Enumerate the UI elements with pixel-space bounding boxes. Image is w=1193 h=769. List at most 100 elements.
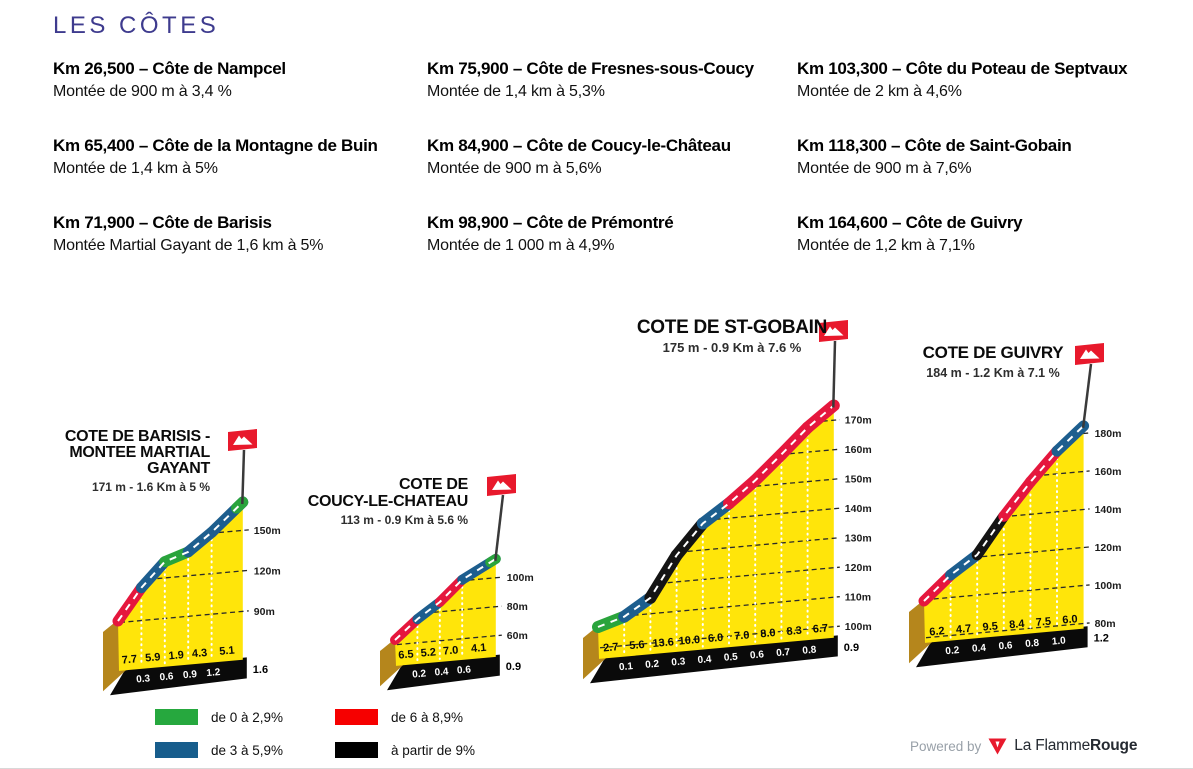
climb-list-item: Km 118,300 – Côte de Saint-Gobain Montée … [797, 135, 1169, 179]
elevation-label: 100m [507, 572, 534, 584]
gradient-label: 2.7 [603, 641, 619, 654]
climb-list-item: Km 26,500 – Côte de Nampcel Montée de 900… [53, 58, 425, 102]
distance-label: 0.4 [697, 654, 712, 666]
page-title: LES CÔTES [53, 12, 220, 39]
distance-label: 0.2 [412, 668, 427, 680]
road-segment-black [670, 517, 709, 562]
distance-label: 1.0 [1051, 635, 1066, 647]
distance-label: 0.6 [457, 664, 472, 676]
elevation-label: 180m [1095, 428, 1122, 440]
distance-label: 0.4 [972, 643, 987, 655]
summit-flag-pole [1081, 363, 1093, 429]
climb-title: GAYANT [147, 460, 210, 477]
gradient-label: 4.3 [191, 647, 207, 660]
distance-label: 0.9 [183, 669, 198, 681]
climb-subtitle: 171 m - 1.6 Km à 5 % [92, 480, 210, 494]
distance-label: 0.8 [802, 645, 817, 657]
distance-label: 0.3 [136, 673, 151, 685]
climb-detail: Montée de 1 000 m à 4,9% [427, 237, 615, 254]
legend-swatch [155, 742, 198, 758]
gradient-label: 7.5 [1035, 616, 1051, 629]
gradient-label: 7.0 [734, 629, 750, 642]
legend-label: de 0 à 2,9% [211, 709, 284, 725]
legend-item: de 6 à 8,9% [335, 709, 463, 725]
gradient-label: 4.1 [471, 642, 487, 655]
climb-title: COTE DE ST-GOBAIN [637, 317, 827, 338]
elevation-label: 140m [1095, 504, 1122, 516]
elevation-label: 150m [254, 525, 281, 537]
climb-list-column: Km 26,500 – Côte de Nampcel Montée de 900… [53, 58, 425, 289]
gradient-label: 1.9 [168, 649, 184, 662]
climb-profile-coucy-le-chateau: 60m 80m 100m 6.5 5.2 7.0 4.1 0.2 0.4 0.6 0.9 COTE D… [308, 474, 534, 691]
total-distance-label: 1.6 [253, 664, 268, 676]
climb-list-item: Km 84,900 – Côte de Coucy-le-Château Mont… [427, 135, 799, 179]
elevation-label: 130m [845, 533, 872, 545]
climb-list-item: Km 75,900 – Côte de Fresnes-sous-Coucy Mo… [427, 58, 799, 102]
climb-detail: Montée de 900 m à 3,4 % [53, 83, 232, 100]
gradient-label: 8.3 [786, 625, 802, 638]
climb-km-name: Km 118,300 – Côte de Saint-Gobain [797, 136, 1072, 155]
climb-km-name: Km 71,900 – Côte de Barisis [53, 213, 272, 232]
climb-subtitle: 175 m - 0.9 Km à 7.6 % [663, 340, 802, 355]
summit-flag-pole [832, 340, 837, 408]
gradient-label: 7.7 [121, 653, 137, 666]
elevation-label: 110m [845, 592, 871, 604]
distance-band [916, 626, 1088, 668]
climb-profile-barisis: 90m 120m 150m 7.7 5.9 1.9 4.3 5.1 0.3 0.6 0.9 1.2 1.… [65, 428, 281, 696]
footer: Powered by La FlammeRouge [910, 737, 1137, 755]
elevation-gridline [1035, 470, 1090, 477]
gradient-label: 5.2 [420, 646, 436, 659]
distance-label: 0.3 [671, 656, 686, 668]
distance-label: 0.7 [776, 647, 791, 659]
climb-title: COTE DE GUIVRY [923, 343, 1065, 362]
elevation-gridline [707, 507, 840, 521]
road-centerline [117, 501, 244, 622]
gradient-label: 6.0 [1062, 613, 1078, 626]
mountain-icon [824, 326, 844, 336]
elevation-gridline [679, 537, 840, 553]
gradient-label: 6.2 [929, 625, 945, 638]
mountain-icon [233, 435, 253, 445]
climb-detail: Montée Martial Gayant de 1,6 km à 5% [53, 237, 324, 254]
gradient-label: 9.5 [982, 620, 998, 633]
gradient-label: 5.1 [219, 645, 235, 658]
total-distance-label: 0.9 [506, 661, 521, 673]
climb-list-item: Km 65,400 – Côte de la Montagne de Buin M… [53, 135, 425, 179]
gradient-label: 6.5 [398, 648, 414, 661]
legend-label: de 6 à 8,9% [391, 709, 464, 725]
climb-list-item: Km 71,900 – Côte de Barisis Montée Martia… [53, 212, 425, 256]
elevation-gridline [461, 576, 502, 582]
profile-area [395, 558, 496, 666]
distance-label: 0.5 [723, 652, 738, 664]
climb-subtitle: 113 m - 0.9 Km à 5.6 % [341, 513, 469, 527]
climb-title: COTE DE BARISIS - [65, 428, 210, 445]
elevation-label: 100m [845, 621, 872, 633]
climb-list-column: Km 75,900 – Côte de Fresnes-sous-Coucy Mo… [427, 58, 799, 289]
total-distance-label: 0.9 [844, 642, 859, 654]
distance-label: 0.2 [945, 645, 960, 657]
legend-swatch [335, 742, 378, 758]
elevation-label: 80m [507, 601, 528, 613]
gradient-label: 8.0 [760, 627, 776, 640]
elevation-label: 60m [507, 630, 528, 642]
gradient-label: 6.7 [812, 622, 828, 635]
road-centerline [394, 558, 497, 641]
elevation-label: 90m [254, 606, 275, 618]
elevation-gridline [425, 605, 502, 614]
distance-band [590, 635, 838, 684]
climb-detail: Montée de 1,2 km à 7,1% [797, 237, 975, 254]
road-segment-red [749, 448, 788, 487]
gradient-label: 10.0 [678, 634, 700, 648]
distance-label: 0.6 [998, 640, 1013, 652]
climb-detail: Montée de 900 m à 5,6% [427, 160, 602, 177]
elevation-gridline [1003, 508, 1090, 518]
climb-profile-st-gobain: 100m 110m 120m 130m 140m 150m 160m 170m 2.7 5.6 13… [583, 317, 872, 684]
elevation-label: 160m [1095, 466, 1122, 478]
legend-label: à partir de 9% [391, 742, 476, 758]
legend-swatch [335, 709, 378, 725]
elevation-gridline [925, 584, 1090, 601]
distance-label: 0.4 [434, 666, 449, 678]
summit-flag-pole [494, 494, 505, 562]
gradient-label: 4.7 [955, 623, 971, 636]
